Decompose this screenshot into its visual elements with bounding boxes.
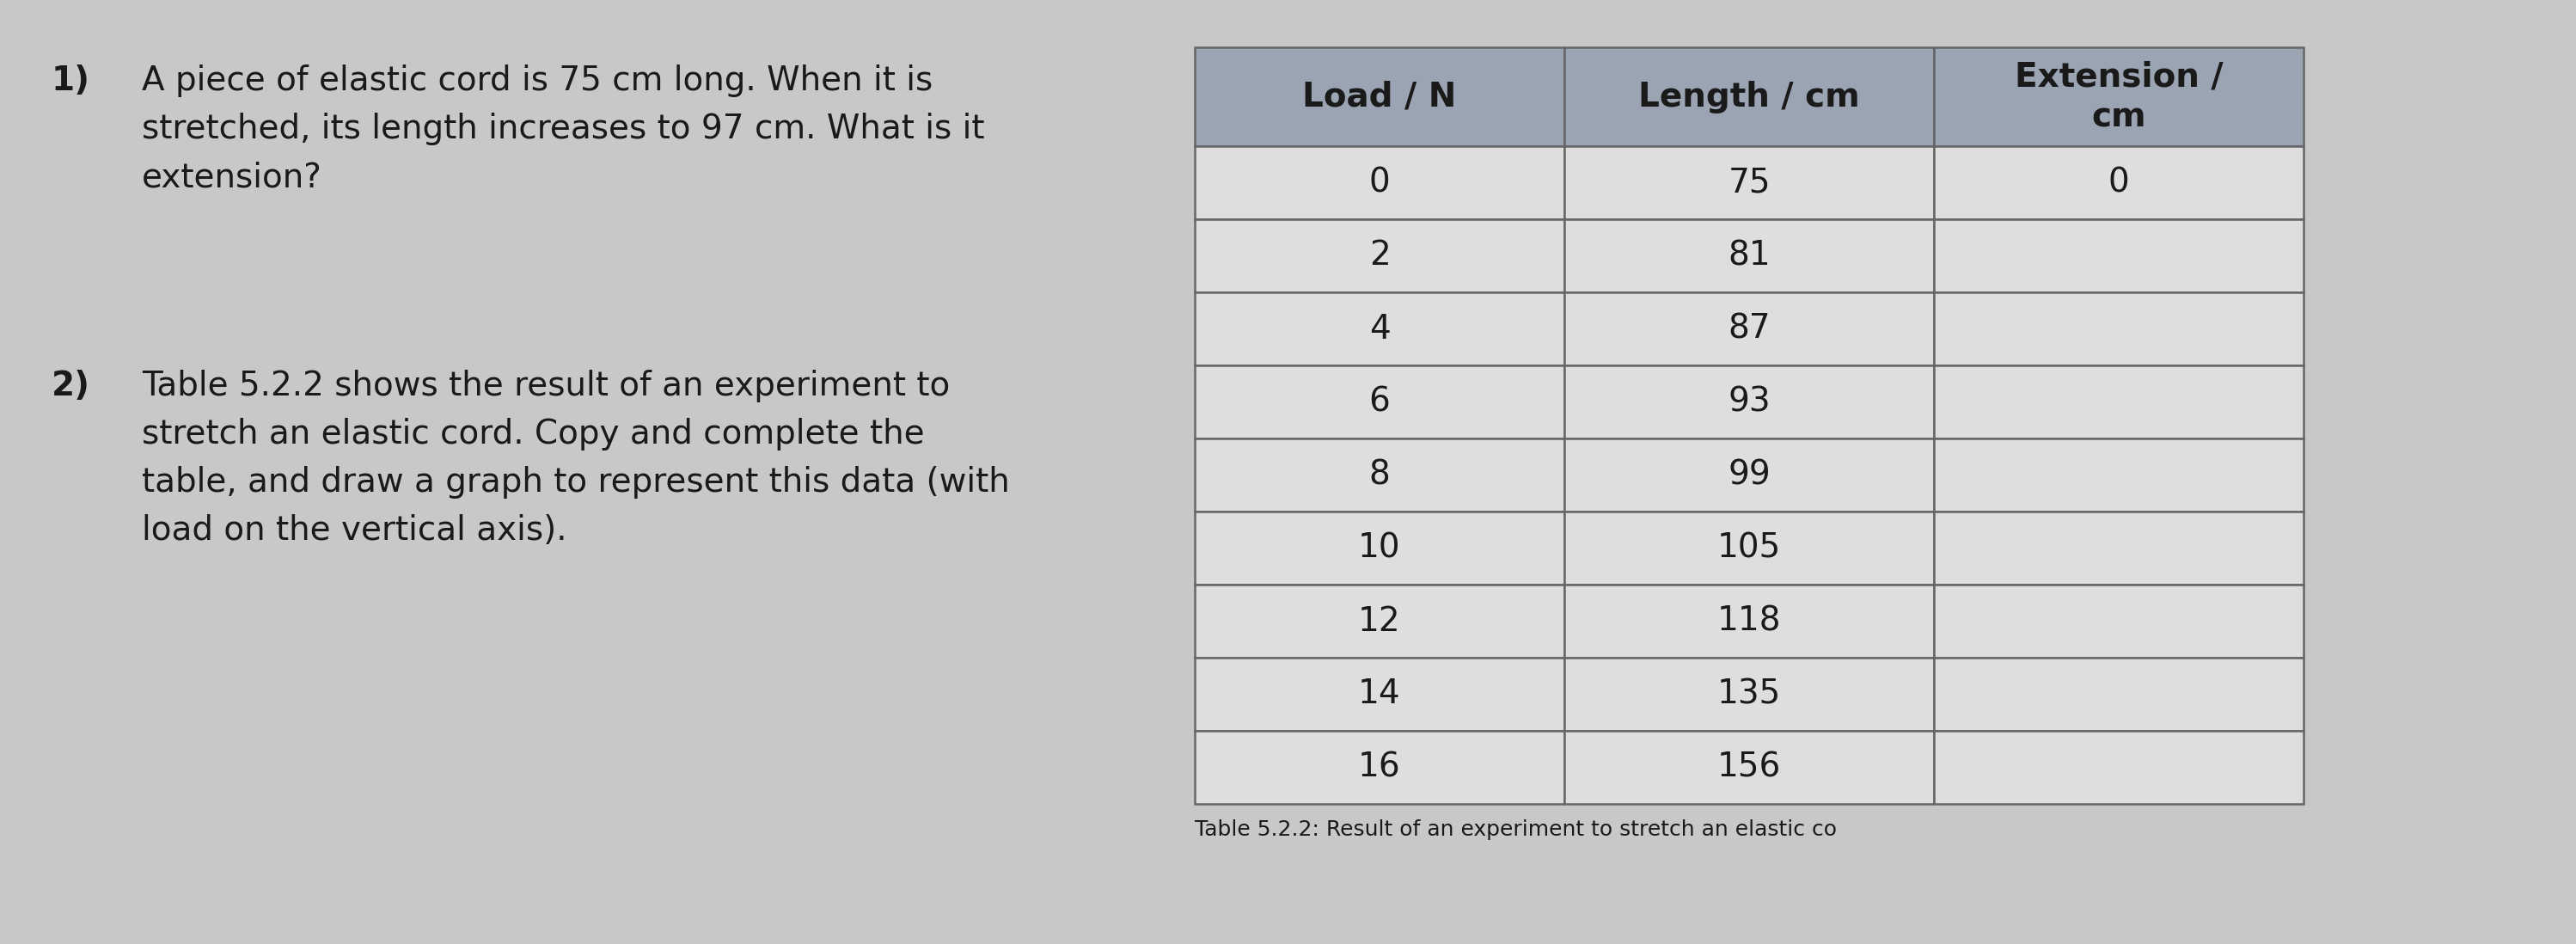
Text: 75: 75 xyxy=(1728,166,1770,199)
Bar xyxy=(1935,584,2303,658)
Bar xyxy=(1195,731,1564,804)
Bar xyxy=(1564,293,1935,365)
Text: 93: 93 xyxy=(1728,385,1770,418)
Bar xyxy=(1935,293,2303,365)
Text: 12: 12 xyxy=(1358,605,1401,637)
Bar xyxy=(1195,658,1564,731)
Bar xyxy=(1195,438,1564,512)
Text: 87: 87 xyxy=(1728,312,1770,346)
Text: 0: 0 xyxy=(1368,166,1391,199)
Bar xyxy=(1935,47,2303,146)
Bar xyxy=(1195,584,1564,658)
Text: Extension /
cm: Extension / cm xyxy=(2014,60,2223,133)
Bar xyxy=(1195,47,1564,146)
Bar xyxy=(1195,293,1564,365)
Text: 0: 0 xyxy=(2107,166,2130,199)
Bar xyxy=(1564,365,1935,438)
Bar xyxy=(1564,146,1935,219)
Text: 10: 10 xyxy=(1358,531,1401,565)
Bar xyxy=(1564,512,1935,584)
Text: 135: 135 xyxy=(1718,678,1780,711)
Bar xyxy=(1935,731,2303,804)
Text: 16: 16 xyxy=(1358,751,1401,784)
Bar xyxy=(1564,658,1935,731)
Text: Length / cm: Length / cm xyxy=(1638,80,1860,113)
Bar xyxy=(1564,47,1935,146)
Text: Table 5.2.2: Result of an experiment to stretch an elastic co: Table 5.2.2: Result of an experiment to … xyxy=(1195,819,1837,840)
Text: 118: 118 xyxy=(1718,605,1780,637)
Bar xyxy=(1935,219,2303,293)
Text: 2): 2) xyxy=(52,370,90,402)
Bar xyxy=(1935,146,2303,219)
Text: 105: 105 xyxy=(1718,531,1780,565)
Text: 81: 81 xyxy=(1728,240,1770,272)
Bar xyxy=(1935,365,2303,438)
Text: 99: 99 xyxy=(1728,459,1770,491)
Bar xyxy=(1564,731,1935,804)
Text: 156: 156 xyxy=(1718,751,1780,784)
Bar xyxy=(1195,365,1564,438)
Text: Table 5.2.2 shows the result of an experiment to
stretch an elastic cord. Copy a: Table 5.2.2 shows the result of an exper… xyxy=(142,370,1010,547)
Bar xyxy=(1195,512,1564,584)
Bar xyxy=(1935,512,2303,584)
Bar xyxy=(1935,438,2303,512)
Text: 2: 2 xyxy=(1368,240,1391,272)
Bar xyxy=(1195,219,1564,293)
Bar xyxy=(1564,219,1935,293)
Text: 1): 1) xyxy=(52,64,90,97)
Bar xyxy=(1935,658,2303,731)
Text: 4: 4 xyxy=(1368,312,1391,346)
Text: Load / N: Load / N xyxy=(1303,80,1455,113)
Bar xyxy=(1564,584,1935,658)
Text: 8: 8 xyxy=(1368,459,1391,491)
Text: 6: 6 xyxy=(1368,385,1391,418)
Text: 14: 14 xyxy=(1358,678,1401,711)
Bar xyxy=(1195,146,1564,219)
Bar xyxy=(1564,438,1935,512)
Text: A piece of elastic cord is 75 cm long. When it is
stretched, its length increase: A piece of elastic cord is 75 cm long. W… xyxy=(142,64,984,194)
